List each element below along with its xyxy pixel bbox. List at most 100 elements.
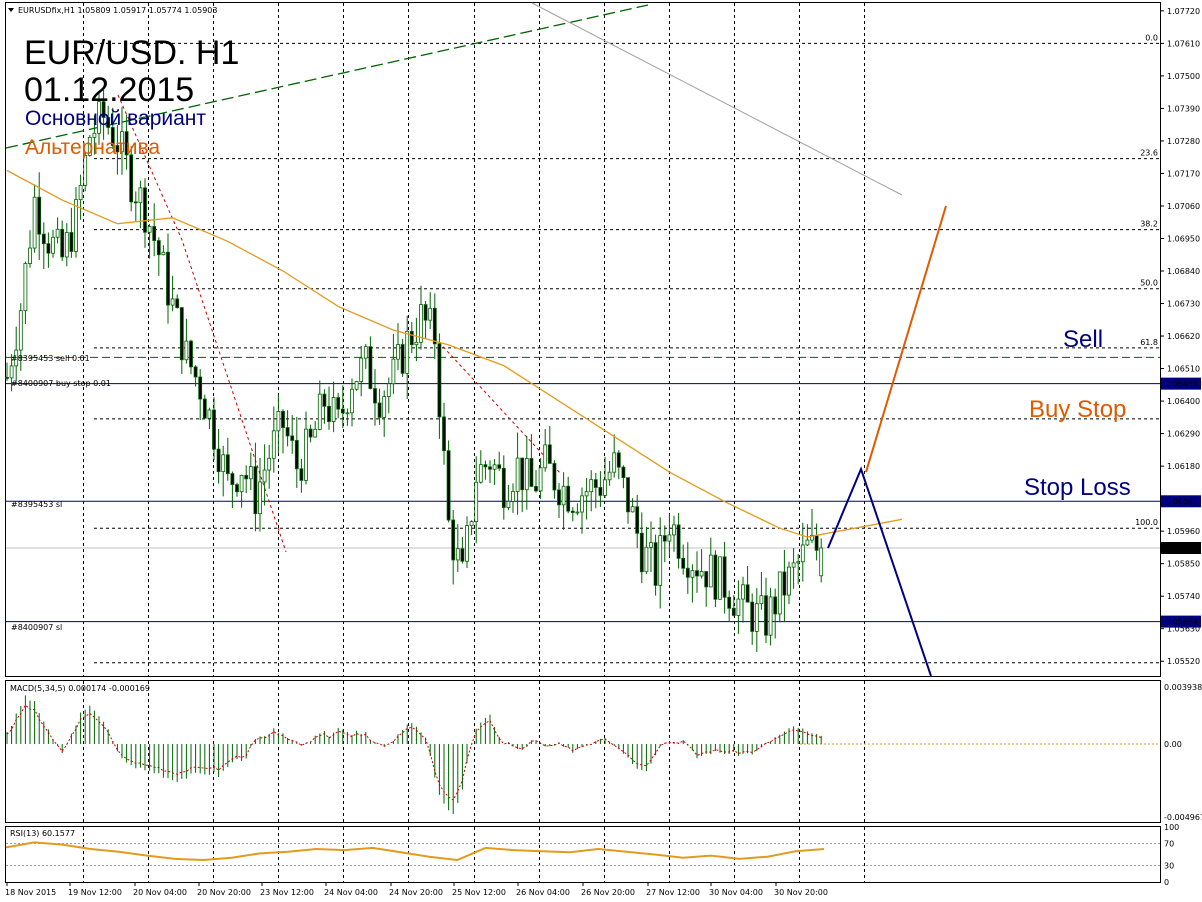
price-marker-label: 1.06061 <box>1165 497 1198 506</box>
price-tick-label: 1.06840 <box>1167 267 1200 276</box>
candle-body <box>727 596 732 609</box>
zigzag-line <box>434 337 562 475</box>
chart-menu-icon[interactable] <box>8 8 14 12</box>
candle-body <box>773 596 778 615</box>
candle-body <box>483 464 488 468</box>
price-tick-label: 1.05520 <box>1167 657 1200 666</box>
candle-body <box>465 525 469 562</box>
candle-body <box>221 454 226 473</box>
candle-body <box>110 127 115 146</box>
candle-body <box>193 366 198 378</box>
macd-tick-label: -0.004967 <box>1164 813 1202 822</box>
candle-body <box>359 357 364 382</box>
candle-body <box>74 199 78 252</box>
candle-body <box>690 570 695 578</box>
grid <box>83 3 865 882</box>
fib-level-label: 38.2 <box>1140 220 1158 229</box>
price-tick-label: 1.07390 <box>1167 104 1200 113</box>
candle-body <box>354 381 359 390</box>
candle-body <box>759 595 764 605</box>
macd-signal-line <box>6 704 822 801</box>
price-tick-label: 1.07060 <box>1167 202 1200 211</box>
candle-body <box>28 247 32 264</box>
candle-body <box>179 307 184 361</box>
candle-body <box>626 477 630 513</box>
candle-body <box>78 184 83 201</box>
candle-body <box>557 489 561 506</box>
candle-body <box>598 487 603 496</box>
candle-body <box>386 383 391 397</box>
candle-body <box>405 330 410 374</box>
candle-body <box>616 452 621 468</box>
price-marker-label: 1.05654 <box>1165 618 1198 627</box>
candle-body <box>515 457 520 492</box>
rsi-pane-frame <box>5 826 1161 883</box>
candle-body <box>414 341 419 346</box>
time-tick-label: 19 Nov 12:00 <box>68 888 122 897</box>
candle-body <box>216 448 221 473</box>
annotation-stop-loss: Stop Loss <box>1024 474 1131 501</box>
candle-body <box>814 534 819 551</box>
annotation-sell: Sell <box>1063 326 1103 353</box>
annotation-buy-stop: Buy Stop <box>1029 396 1126 423</box>
candle-body <box>630 506 635 513</box>
candle-body <box>520 457 525 491</box>
candle-body <box>736 598 741 616</box>
candle-body <box>718 556 722 600</box>
candle-body <box>478 464 483 483</box>
candle-body <box>304 428 308 481</box>
macd-tick-label: 0.003938 <box>1164 683 1202 692</box>
candle-body <box>97 101 101 134</box>
candle-body <box>492 464 497 470</box>
candle-body <box>819 547 824 577</box>
candle-body <box>299 468 304 481</box>
candle-body <box>635 506 640 534</box>
candle-body <box>106 117 111 128</box>
candle-body <box>46 243 51 254</box>
candle-body <box>87 136 92 156</box>
fib-level-label: 23.6 <box>1140 149 1158 158</box>
fib-level-label: 50.0 <box>1140 279 1158 288</box>
candle-body <box>446 450 451 521</box>
candle-body <box>511 491 515 502</box>
candle-body <box>796 561 801 564</box>
candle-body <box>419 304 423 343</box>
rsi-tick-label: 0 <box>1164 878 1169 887</box>
candle-body <box>497 464 502 469</box>
candle-body <box>754 603 759 632</box>
candle-body <box>37 196 42 235</box>
candle-body <box>658 535 663 586</box>
order-label-buystop: #8400907 buy stop 0.01 <box>11 379 111 388</box>
candle-body <box>607 471 612 481</box>
price-marker-label: 1.06459 <box>1165 380 1198 389</box>
candle-body <box>432 307 437 345</box>
candle-body <box>442 416 446 452</box>
candle-body <box>133 201 138 204</box>
candle-body <box>676 524 681 559</box>
candle-body <box>662 535 667 542</box>
candle-body <box>409 330 414 346</box>
price-tick-label: 1.07280 <box>1167 137 1200 146</box>
candle-body <box>428 307 433 321</box>
zigzag-line <box>117 94 287 553</box>
candle-body <box>377 402 382 418</box>
candle-body <box>276 411 281 432</box>
candle-body <box>561 485 566 506</box>
candle-body <box>5 377 9 379</box>
macd-pane-frame <box>5 680 1161 823</box>
candle-body <box>580 495 584 513</box>
fibonacci-levels: 0.0 23.6 38.2 50.0 61.8 100.0 <box>94 33 1160 664</box>
candle-body <box>212 409 216 450</box>
candle-body <box>741 584 745 600</box>
candle-body <box>83 154 88 186</box>
candle-body <box>170 298 175 306</box>
moving-average-line <box>807 518 903 538</box>
price-marker-box <box>1161 541 1201 554</box>
candle-body <box>308 428 313 438</box>
candle-body <box>189 340 193 368</box>
candle-body <box>322 393 327 407</box>
candle-body <box>18 310 23 351</box>
candle-body <box>791 562 796 568</box>
candle-body <box>340 408 345 414</box>
